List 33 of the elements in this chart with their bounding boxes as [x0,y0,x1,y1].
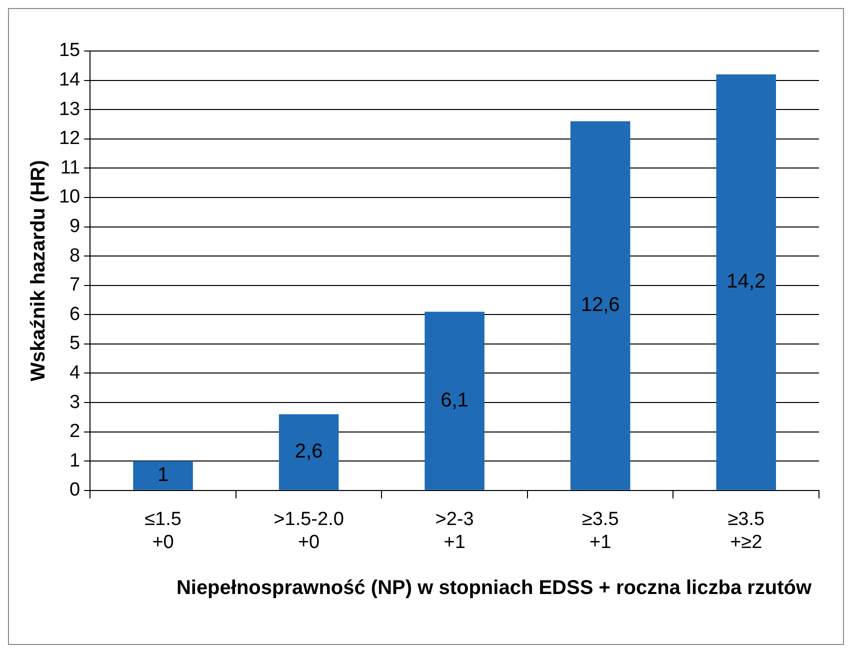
bar [278,414,339,490]
y-tick-label: 15 [58,40,80,62]
x-tick-label: ≥3.5 +≥2 [728,509,765,553]
data-label: 14,2 [726,270,766,293]
y-tick-label: 4 [70,362,81,384]
y-tick-label: 5 [70,333,80,354]
y-tick-label: 2 [70,421,80,442]
y-tick-label: 7 [70,274,80,296]
y-tick-label: 0 [70,480,80,501]
y-tick-label: 6 [70,304,80,325]
y-tick-label: 12 [58,128,80,150]
bar [570,121,630,490]
data-label: 2,6 [294,440,323,463]
y-axis-title: Wskaźnik hazardu (HR) [28,160,50,382]
y-tick-label: 14 [58,70,81,91]
x-tick-label: ≥3.5 +1 [582,509,619,553]
data-label: 12,6 [580,294,620,316]
y-tick-label: 9 [70,216,80,237]
bar [133,461,193,490]
y-tick-label: 1 [70,450,80,472]
data-label: 6,1 [440,389,468,412]
y-tick-label: 10 [58,186,80,208]
x-tick-label: >1.5-2.0 +0 [274,509,344,553]
data-label: 1 [157,464,169,486]
x-tick-label: >2-3 +1 [435,509,474,553]
x-axis-title: Niepełnosprawność (NP) w stopniach EDSS + roczna liczba rzutów [175,576,813,601]
y-tick-label: 11 [60,157,80,178]
y-tick-label: 13 [58,98,80,120]
bar [424,312,484,490]
bar [716,74,776,490]
x-tick-label: ≤1.5 +0 [144,509,182,553]
y-tick-label: 8 [70,245,80,266]
y-tick-label: 3 [70,392,80,413]
